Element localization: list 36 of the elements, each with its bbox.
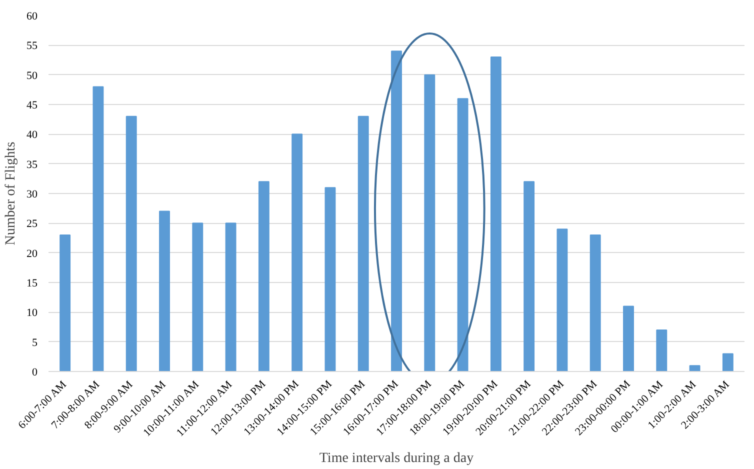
y-tick-label: 60	[26, 10, 38, 22]
y-tick-label: 5	[32, 336, 38, 349]
bar	[225, 222, 236, 372]
bar	[126, 116, 137, 372]
bar	[490, 56, 502, 372]
bar	[689, 365, 700, 372]
bar	[656, 329, 668, 372]
bar	[424, 74, 436, 372]
y-tick-label: 40	[26, 129, 38, 142]
bar	[722, 353, 734, 372]
y-axis-title: Number of Flights	[4, 142, 18, 246]
y-tick-label: 50	[26, 70, 38, 82]
y-tick-label: 0	[32, 366, 38, 378]
y-tick-label: 15	[26, 278, 38, 290]
y-tick-label: 35	[26, 158, 38, 171]
bar	[457, 98, 468, 372]
bar	[590, 234, 601, 372]
x-axis-title: Time intervals during a day	[319, 451, 474, 466]
bar	[258, 181, 270, 372]
y-tick-label: 25	[26, 218, 38, 230]
y-tick-label: 10	[26, 307, 38, 320]
y-tick-label: 20	[26, 248, 38, 260]
bar	[324, 187, 336, 372]
bar	[192, 222, 204, 372]
bar	[623, 306, 634, 372]
y-tick-label: 55	[26, 40, 38, 52]
bar	[391, 50, 402, 372]
bar	[556, 228, 568, 372]
y-tick-label: 30	[26, 188, 38, 200]
y-tick-label: 45	[26, 100, 38, 112]
bar	[159, 210, 170, 372]
bar	[60, 234, 71, 372]
bar	[292, 134, 303, 372]
bar	[92, 86, 104, 372]
bar	[524, 181, 535, 372]
bar	[358, 116, 369, 372]
